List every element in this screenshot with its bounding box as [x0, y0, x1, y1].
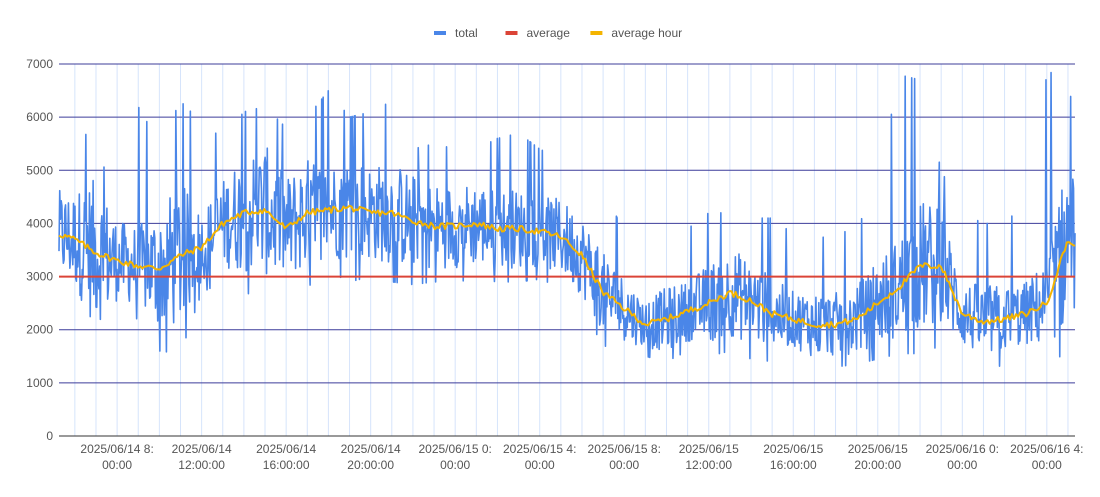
x-tick-line1: 2025/06/14 8: [80, 442, 153, 456]
x-tick-label: 2025/06/15 16:00:00 [763, 442, 823, 472]
series-average-hour [58, 204, 1076, 329]
x-tick-line2: 20:00:00 [347, 458, 394, 472]
x-tick-line1: 2025/06/14 [172, 442, 232, 456]
x-tick-line2: 16:00:00 [770, 458, 817, 472]
legend-item-average-hour[interactable]: average hour [590, 26, 682, 40]
x-tick-label: 2025/06/14 20:00:00 [341, 442, 401, 472]
x-tick-line2: 16:00:00 [263, 458, 310, 472]
x-tick-line1: 2025/06/16 4: [1010, 442, 1083, 456]
x-tick-line2: 00:00 [525, 458, 555, 472]
y-tick-label: 4000 [26, 216, 53, 230]
x-tick-label: 2025/06/16 0: 00:00 [926, 442, 999, 472]
x-tick-line2: 00:00 [1032, 458, 1062, 472]
x-tick-line2: 12:00:00 [685, 458, 732, 472]
y-tick-label: 5000 [26, 163, 53, 177]
x-tick-line1: 2025/06/15 [763, 442, 823, 456]
x-tick-label: 2025/06/14 12:00:00 [172, 442, 232, 472]
legend: total average average hour [434, 26, 682, 40]
x-tick-label: 2025/06/15 4: 00:00 [503, 442, 576, 472]
y-tick-label: 0 [46, 429, 53, 443]
y-tick-label: 7000 [26, 57, 53, 71]
x-tick-line2: 20:00:00 [854, 458, 901, 472]
legend-label: average hour [611, 26, 682, 40]
x-tick-line1: 2025/06/15 [848, 442, 908, 456]
average-hour-line [58, 204, 1076, 329]
x-tick-line2: 00:00 [947, 458, 977, 472]
x-tick-line2: 00:00 [440, 458, 470, 472]
x-tick-label: 2025/06/15 20:00:00 [848, 442, 908, 472]
x-tick-label: 2025/06/14 8: 00:00 [80, 442, 153, 472]
y-axis: 0 1000 2000 3000 4000 5000 6000 7000 [26, 57, 53, 443]
x-tick-line1: 2025/06/15 4: [503, 442, 576, 456]
x-tick-line1: 2025/06/14 [341, 442, 401, 456]
gridlines [59, 63, 1075, 437]
x-tick-line1: 2025/06/15 0: [418, 442, 491, 456]
legend-item-total[interactable]: total [434, 26, 478, 40]
x-tick-label: 2025/06/14 16:00:00 [256, 442, 316, 472]
series-total [58, 71, 1076, 367]
y-tick-label: 6000 [26, 110, 53, 124]
x-tick-line2: 00:00 [102, 458, 132, 472]
legend-swatch [434, 31, 446, 35]
x-tick-line1: 2025/06/16 0: [926, 442, 999, 456]
legend-item-average[interactable]: average [505, 26, 571, 40]
x-tick-line1: 2025/06/14 [256, 442, 316, 456]
x-tick-line2: 12:00:00 [178, 458, 225, 472]
x-tick-line2: 00:00 [609, 458, 639, 472]
x-tick-line1: 2025/06/15 [679, 442, 739, 456]
y-tick-label: 2000 [26, 323, 53, 337]
y-tick-label: 1000 [26, 376, 53, 390]
x-tick-line1: 2025/06/15 8: [588, 442, 661, 456]
total-line [58, 71, 1076, 367]
x-tick-label: 2025/06/16 4: 00:00 [1010, 442, 1083, 472]
x-tick-label: 2025/06/15 0: 00:00 [418, 442, 491, 472]
x-axis: 2025/06/14 8:00:002025/06/1412:00:002025… [80, 442, 1083, 472]
x-tick-label: 2025/06/15 12:00:00 [679, 442, 739, 472]
legend-label: average [527, 26, 571, 40]
x-tick-label: 2025/06/15 8: 00:00 [588, 442, 661, 472]
legend-swatch [590, 31, 603, 35]
legend-label: total [455, 26, 478, 40]
y-tick-label: 3000 [26, 270, 53, 284]
legend-swatch [505, 31, 518, 35]
